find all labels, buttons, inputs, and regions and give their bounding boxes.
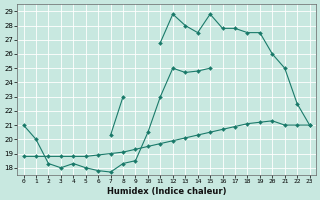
- X-axis label: Humidex (Indice chaleur): Humidex (Indice chaleur): [107, 187, 226, 196]
